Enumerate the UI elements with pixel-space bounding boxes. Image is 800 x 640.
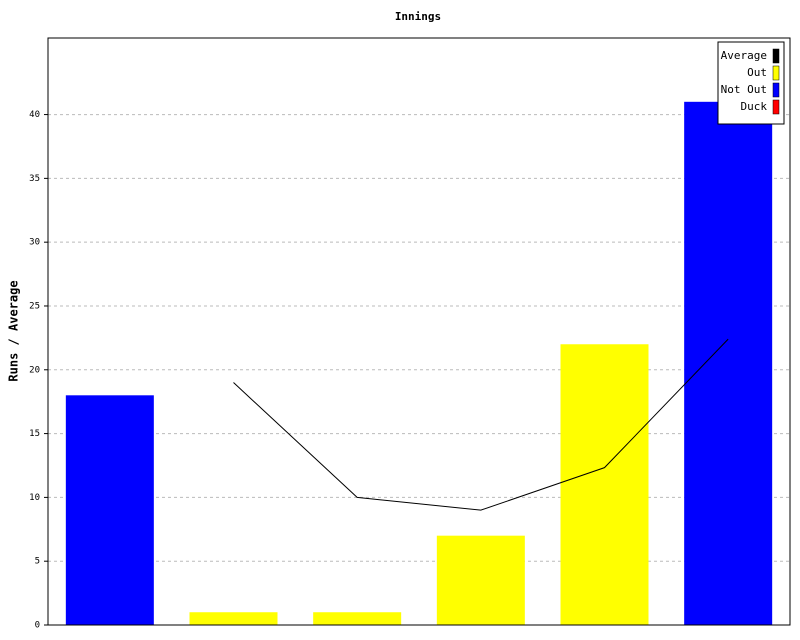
legend-label: Average [721,49,767,62]
legend-label: Duck [741,100,768,113]
y-tick-label: 30 [29,238,40,248]
y-tick-label: 5 [35,557,40,567]
chart-title: Innings [395,10,441,23]
y-tick-label: 20 [29,365,40,375]
legend-label: Out [747,66,767,79]
legend: Average Out Not Out Duck [717,41,785,125]
legend-swatch [772,65,780,81]
y-tick-label: 25 [29,301,40,311]
bar [560,344,649,625]
y-tick-label: 40 [29,110,40,120]
legend-swatch [772,82,780,98]
bar [65,395,154,625]
y-tick-label: 0 [35,621,40,631]
bar [436,535,525,625]
average-line [233,338,729,511]
y-tick-label: 15 [29,429,40,439]
legend-label: Not Out [721,83,767,96]
y-axis-label: Runs / Average [7,280,21,381]
bar [684,101,773,626]
y-tick-label: 35 [29,174,40,184]
y-tick-label: 10 [29,493,40,503]
legend-swatch [772,48,780,64]
legend-swatch [772,99,780,115]
bar [313,612,402,625]
plot-frame [47,37,791,626]
bar [189,612,278,625]
